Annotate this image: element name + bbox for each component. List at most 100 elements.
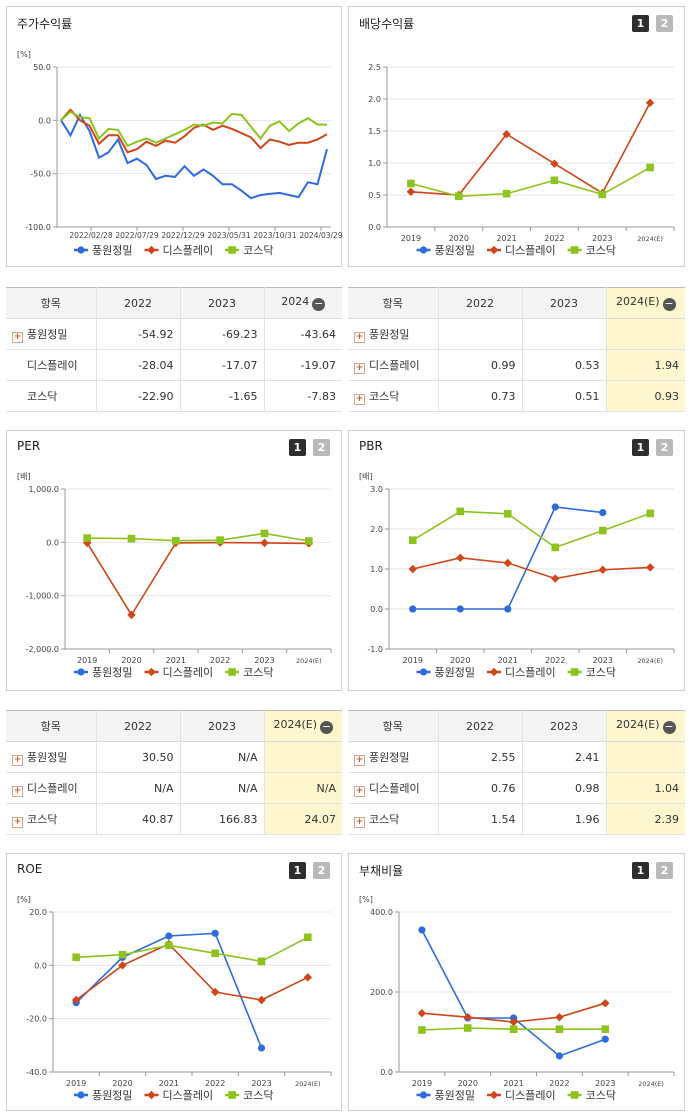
chart-legend: 풍원정밀 디스플레이 코스닥 — [416, 1089, 616, 1102]
stock-return-chart-panel: [%] 50.0 0.0 -50.0 -100.0 2022/02/28 2022/07/2… — [6, 6, 343, 267]
value-cell: 0.53 — [522, 349, 607, 381]
view-1-button[interactable]: 1 — [632, 15, 649, 32]
expand-icon[interactable]: + — [354, 331, 365, 343]
column-header: 2022 — [438, 710, 523, 742]
y-tick-label: -20.0 — [26, 1015, 47, 1024]
panel-title: 주가수익률 — [17, 17, 73, 31]
series-line-s2 — [75, 943, 309, 1001]
row-name-cell: + 풍원정밀 — [348, 318, 439, 350]
data-point-s2 — [456, 553, 465, 562]
view-1-button[interactable]: 1 — [632, 439, 649, 456]
x-tick-label: 2023 — [254, 656, 274, 665]
legend-marker — [228, 1091, 236, 1099]
header-label: 항목 — [382, 297, 403, 310]
value-cell: 1.04 — [606, 772, 685, 804]
series-line-s2 — [412, 556, 651, 580]
data-point-s1 — [601, 1035, 609, 1043]
series-line-s2 — [60, 108, 328, 154]
value-cell: -1.65 — [180, 380, 265, 412]
value-cell: N/A — [96, 772, 181, 804]
data-point-s2 — [210, 987, 220, 997]
column-header: 항목 — [348, 287, 439, 319]
collapse-icon[interactable]: − — [662, 297, 676, 311]
y-tick-label: 0.5 — [368, 191, 381, 200]
data-point-s3 — [118, 950, 127, 959]
header-label: 2024 — [281, 295, 310, 308]
collapse-icon[interactable]: − — [662, 720, 676, 734]
expand-icon[interactable]: + — [354, 785, 365, 797]
column-header: 항목 — [6, 287, 97, 319]
expand-icon[interactable]: + — [12, 785, 23, 797]
data-point-s3 — [509, 1025, 518, 1033]
legend-marker — [489, 245, 499, 255]
header-label: 항목 — [40, 720, 61, 733]
view-2-button[interactable]: 2 — [656, 439, 673, 456]
data-point-s2 — [257, 995, 266, 1005]
legend-marker — [570, 246, 579, 254]
table-row: 코스닥 -22.90 -1.65 -7.83 — [6, 380, 342, 412]
expand-icon[interactable]: + — [12, 754, 23, 766]
div-chart-svg: 2.5 2.0 1.5 1.0 0.5 0.0 2019 2020 2021 2022 2023 20… — [368, 63, 675, 257]
row-name-cell: 디스플레이 — [6, 349, 97, 381]
view-1-button[interactable]: 1 — [632, 862, 649, 879]
y-tick-label: 20.0 — [29, 908, 47, 917]
value-cell — [606, 318, 685, 350]
y-tick-label: 1.0 — [368, 159, 381, 168]
collapse-icon[interactable]: − — [312, 297, 326, 311]
expand-icon[interactable]: + — [354, 362, 365, 374]
view-1-button[interactable]: 1 — [289, 439, 306, 456]
data-point-s3 — [165, 941, 173, 950]
collapse-icon[interactable]: − — [320, 720, 334, 734]
expand-icon[interactable]: + — [12, 331, 23, 343]
x-tick-label: 2023 — [592, 234, 612, 243]
legend-label: 디스플레이 — [505, 244, 556, 257]
value-cell: 0.99 — [438, 349, 523, 381]
value-cell: N/A — [264, 772, 342, 804]
chart-legend: 풍원정밀 디스플레이 코스닥 — [416, 666, 616, 679]
table-row: + 디스플레이 N/A N/A N/A — [6, 772, 342, 804]
header-label: 2022 — [466, 296, 494, 310]
legend-marker — [489, 1090, 499, 1100]
view-2-button[interactable]: 2 — [656, 15, 673, 32]
column-header: 2022 — [96, 287, 181, 319]
column-header: 항목 — [6, 710, 97, 742]
stock-return-table: 항목 2022 2023 2024− + 풍원정밀 -54.92 -69.23 -43.64 디스… — [6, 287, 342, 412]
view-2-button[interactable]: 2 — [313, 439, 330, 456]
view-2-button[interactable]: 2 — [656, 862, 673, 879]
row-label: 코스닥 — [369, 389, 400, 403]
legend-label: 코스닥 — [243, 244, 273, 257]
data-point-s3 — [172, 536, 180, 545]
legend-marker — [77, 668, 85, 676]
chart-legend: 풍원정밀 디스플레이 코스닥 — [74, 1089, 273, 1102]
data-point-s3 — [456, 507, 465, 516]
data-point-s2 — [417, 1009, 427, 1018]
header-label: 2023 — [208, 719, 236, 733]
expand-icon[interactable]: + — [354, 393, 365, 405]
column-header: 2023 — [522, 287, 607, 319]
value-cell — [606, 741, 685, 773]
expand-icon[interactable]: + — [354, 816, 365, 828]
expand-icon[interactable]: + — [12, 816, 23, 828]
view-1-button[interactable]: 1 — [289, 862, 306, 879]
legend-marker — [419, 1091, 428, 1099]
y-tick-label: 2.5 — [368, 63, 381, 72]
data-point-s1 — [551, 503, 559, 511]
row-label: 풍원정밀 — [27, 750, 68, 764]
legend-marker — [228, 246, 236, 254]
data-point-s3 — [502, 189, 511, 198]
row-label: 디스플레이 — [369, 358, 420, 372]
y-tick-label: -2,000.0 — [26, 645, 59, 654]
data-point-s2 — [406, 187, 416, 196]
header-label: 항목 — [40, 297, 61, 310]
value-cell: -28.04 — [96, 349, 181, 381]
data-point-s1 — [211, 929, 219, 937]
series-line-s3 — [76, 936, 309, 963]
chart-legend: 풍원정밀 디스플레이 코스닥 — [74, 244, 273, 257]
value-cell: -22.90 — [96, 380, 181, 412]
header-label: 항목 — [382, 720, 403, 733]
value-cell: 166.83 — [180, 803, 265, 835]
expand-icon[interactable]: + — [354, 754, 365, 766]
view-2-button[interactable]: 2 — [313, 862, 330, 879]
unit-label: [%] — [17, 50, 31, 59]
data-point-s2 — [503, 558, 512, 568]
